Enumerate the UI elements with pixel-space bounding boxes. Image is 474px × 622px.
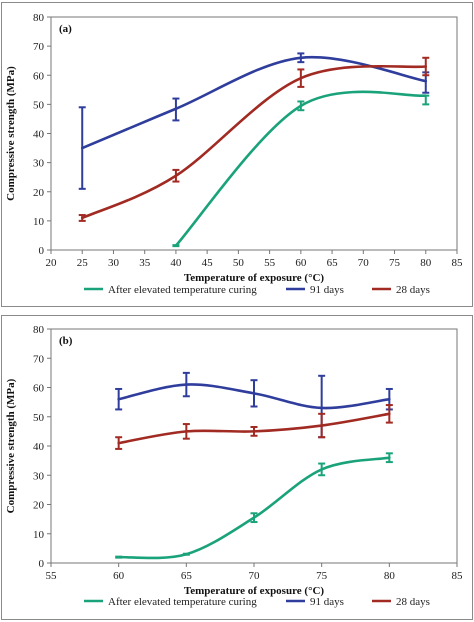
x-axis-title: Temperature of exposure (°C): [184, 585, 324, 597]
x-tick-label: 80: [420, 257, 432, 269]
y-tick-label: 30: [33, 158, 45, 170]
y-tick-label: 0: [39, 245, 45, 257]
y-tick-label: 10: [33, 216, 45, 228]
plot-area-a: [50, 16, 458, 251]
y-axis-title: Compressive strength (MPa): [5, 378, 17, 513]
y-tick-label: 20: [33, 500, 45, 512]
chart-panel-b-frame: [1, 315, 473, 620]
x-tick-label: 55: [46, 570, 58, 582]
y-tick-label: 10: [33, 529, 45, 541]
y-tick-label: 40: [33, 441, 45, 453]
series-28-days: [115, 404, 393, 450]
chart-panel-a: 0 10 20 30 40 50 60 70 80 20 25 30 35 40 45 50 55 60 65 70 7…: [5, 12, 463, 296]
x-tick-label: 85: [452, 570, 464, 582]
y-axis-title: Compressive strength (MPa): [5, 66, 17, 201]
legend-label: 28 days: [396, 596, 430, 608]
x-tick-label: 45: [202, 257, 214, 269]
x-tick-label: 65: [327, 257, 339, 269]
x-tick-label: 65: [181, 570, 193, 582]
y-tick-label: 30: [33, 470, 45, 482]
x-tick-label: 70: [249, 570, 261, 582]
series-after-elevated-temperature-curing: [172, 90, 430, 248]
x-tick-label: 80: [384, 570, 396, 582]
y-tick-label: 50: [33, 412, 45, 424]
plot-area-b: [50, 328, 458, 564]
x-tick-label: 55: [264, 257, 276, 269]
y-tick-label: 80: [33, 12, 45, 24]
legend-label: 28 days: [396, 284, 430, 296]
series-line: [174, 90, 428, 247]
x-tick-label: 60: [295, 257, 307, 269]
x-tick-label: 35: [139, 257, 151, 269]
legend-label: 91 days: [310, 596, 344, 608]
legend-label: 91 days: [310, 284, 344, 296]
series-line: [80, 55, 428, 150]
y-tick-label: 40: [33, 129, 45, 141]
x-tick-label: 50: [233, 257, 245, 269]
y-tick-label: 60: [33, 383, 45, 395]
series-28-days: [78, 56, 430, 222]
panel-label: (b): [59, 335, 73, 347]
x-tick-label: 40: [170, 257, 182, 269]
y-tick-label: 60: [33, 70, 45, 82]
x-tick-label: 60: [113, 570, 125, 582]
x-tick-label: 75: [316, 570, 328, 582]
series-after-elevated-temperature-curing: [115, 452, 393, 560]
series-line: [117, 456, 391, 560]
y-tick-label: 20: [33, 187, 45, 199]
x-tick-label: 30: [108, 257, 120, 269]
x-tick-label: 20: [46, 257, 58, 269]
y-tick-label: 0: [39, 558, 45, 570]
x-tick-label: 75: [389, 257, 401, 269]
y-tick-label: 80: [33, 324, 45, 336]
chart-panel-a-frame: [1, 2, 473, 307]
x-tick-label: 25: [77, 257, 89, 269]
x-tick-label: 85: [452, 257, 464, 269]
chart-panel-b: 0 10 20 30 40 50 60 70 80 55 60 65 70 75 80 85 Temperatu…: [5, 324, 463, 608]
legend-label: After elevated temperature curing: [108, 596, 257, 608]
legend-label: After elevated temperature curing: [108, 284, 257, 296]
y-tick-label: 70: [33, 41, 45, 53]
y-tick-label: 50: [33, 99, 45, 111]
series-line: [80, 64, 428, 220]
x-tick-label: 70: [358, 257, 370, 269]
panel-label: (a): [59, 23, 72, 35]
series-91-days: [78, 52, 430, 190]
y-tick-label: 70: [33, 353, 45, 365]
x-axis-title: Temperature of exposure (°C): [184, 272, 324, 284]
